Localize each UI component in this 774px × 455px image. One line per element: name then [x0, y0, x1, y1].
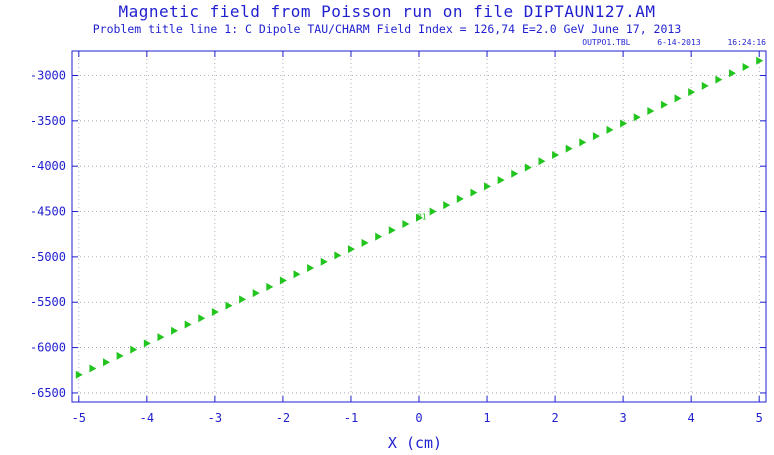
data-point [456, 194, 464, 203]
y-tick-label: -6000 [30, 341, 66, 355]
x-tick-label: -3 [208, 411, 222, 425]
x-tick-label: -5 [72, 411, 86, 425]
data-point [75, 370, 83, 379]
x-tick-label: 0 [415, 411, 422, 425]
data-point [130, 345, 138, 354]
x-tick-label: 2 [551, 411, 558, 425]
data-point [347, 245, 355, 254]
data-point [633, 113, 641, 122]
data-point [293, 270, 301, 279]
data-point [756, 56, 764, 65]
data-point [279, 276, 287, 285]
data-point [402, 220, 410, 229]
y-tick-label: -3500 [30, 114, 66, 128]
data-point [116, 351, 124, 360]
y-tick-label: -5500 [30, 295, 66, 309]
data-point [443, 201, 451, 210]
data-point [307, 264, 315, 273]
data-point [89, 364, 97, 373]
data-point [742, 63, 750, 72]
y-tick-label: -3000 [30, 68, 66, 82]
data-point [320, 257, 328, 266]
data-point [225, 301, 233, 310]
data-point [647, 107, 655, 116]
data-point [334, 251, 342, 260]
data-point [728, 69, 736, 78]
data-point [620, 119, 628, 128]
x-tick-label: 5 [756, 411, 763, 425]
x-tick-label: -4 [140, 411, 154, 425]
data-point [674, 94, 682, 103]
chart-title: Magnetic field from Poisson run on file … [118, 2, 656, 21]
data-point [252, 289, 260, 298]
data-point [606, 125, 614, 134]
field-annotation: B1 [417, 213, 427, 222]
data-point [538, 157, 546, 166]
data-point [715, 75, 723, 84]
y-tick-label: -4000 [30, 159, 66, 173]
x-tick-label: 1 [483, 411, 490, 425]
data-point [198, 314, 206, 323]
data-point [592, 132, 600, 141]
data-point [388, 226, 396, 235]
data-point [211, 308, 219, 317]
data-point [239, 295, 247, 304]
data-point [143, 339, 151, 348]
data-point [511, 169, 519, 178]
run-stamp: OUTPO1.TBL 6-14-2013 16:24:16 [560, 38, 766, 47]
stamp-file: OUTPO1.TBL [582, 38, 631, 47]
chart-subtitle: Problem title line 1: C Dipole TAU/CHARM… [92, 22, 682, 36]
data-point [484, 182, 492, 191]
data-point [579, 138, 587, 147]
data-point [497, 176, 505, 185]
data-point [688, 88, 696, 97]
y-tick-label: -5000 [30, 250, 66, 264]
data-point [429, 207, 437, 216]
y-tick-label: -4500 [30, 205, 66, 219]
data-point [470, 188, 478, 197]
data-markers [75, 56, 764, 379]
data-point [103, 358, 111, 367]
data-point [171, 326, 179, 335]
data-point [701, 81, 709, 90]
data-point [157, 333, 165, 342]
x-tick-labels: -5 -4 -3 -2 -1 0 1 2 3 4 5 [72, 411, 763, 425]
data-point [375, 232, 383, 241]
x-tick-label: 3 [620, 411, 627, 425]
data-point [660, 100, 668, 109]
data-point [416, 213, 423, 222]
x-tick-label: -2 [276, 411, 290, 425]
data-point [361, 238, 369, 247]
x-tick-label: -1 [344, 411, 358, 425]
data-point [266, 282, 274, 291]
data-point [565, 144, 573, 153]
x-axis-label: X (cm) [388, 434, 442, 452]
data-point [552, 150, 560, 159]
x-tick-label: 4 [688, 411, 695, 425]
stamp-date: 6-14-2013 [657, 38, 701, 47]
stamp-time: 16:24:16 [727, 38, 766, 47]
data-point [524, 163, 532, 172]
axis-ticks [72, 51, 766, 402]
y-tick-label: -6500 [30, 386, 66, 400]
data-point [184, 320, 192, 329]
y-tick-labels: -6500 -6000 -5500 -5000 -4500 -4000 -3500 -3000 [30, 68, 66, 399]
